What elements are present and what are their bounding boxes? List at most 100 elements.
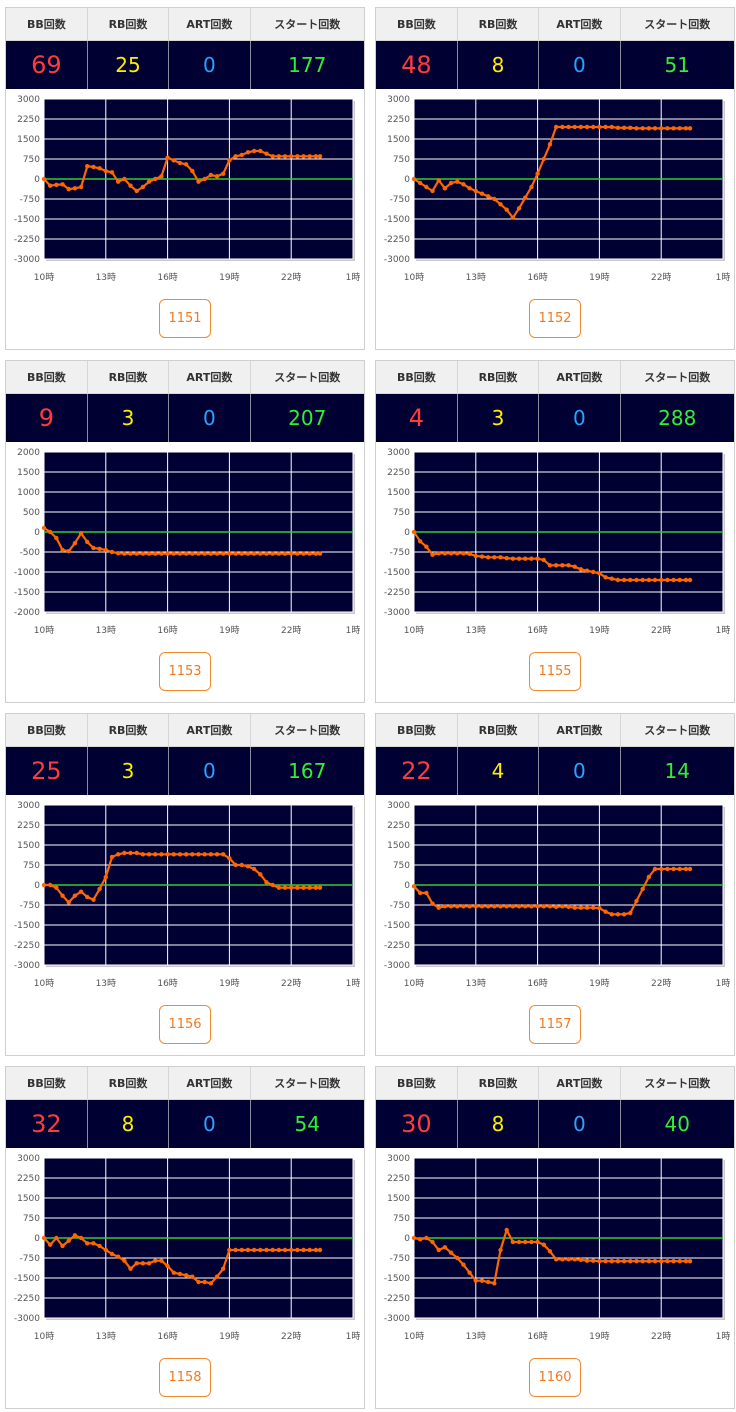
data-point: [177, 852, 183, 857]
machine-number-button[interactable]: 1156: [159, 1005, 211, 1044]
data-point: [295, 154, 300, 159]
data-point: [109, 1251, 115, 1257]
machine-number-button[interactable]: 1157: [529, 1005, 581, 1044]
rb-count: 8: [457, 40, 540, 89]
x-tick-label: 10時: [34, 272, 54, 283]
data-point: [498, 555, 503, 560]
data-point: [146, 551, 152, 556]
x-tick-label: 16時: [527, 625, 547, 636]
art-header: ART回数: [168, 1067, 251, 1100]
data-point: [165, 155, 170, 160]
data-point: [233, 551, 238, 556]
data-point: [54, 535, 59, 541]
data-point: [683, 577, 689, 583]
chart-svg: 3000 2250 1500 750 0 -750 -1500 -2250 -3000 10時 13…: [14, 1154, 361, 1342]
bb-count: 22: [376, 746, 458, 795]
data-point: [208, 551, 214, 556]
data-point: [134, 850, 139, 856]
data-point: [529, 904, 534, 909]
data-point: [214, 551, 220, 556]
data-point: [103, 547, 109, 553]
data-point: [541, 557, 546, 563]
data-point: [289, 885, 294, 890]
data-point: [671, 126, 676, 131]
data-point: [516, 556, 522, 561]
data-point: [504, 207, 509, 212]
machine-number-button[interactable]: 1155: [529, 652, 581, 691]
data-point: [159, 852, 164, 857]
machine-number-button[interactable]: 1151: [159, 299, 211, 338]
data-point: [171, 158, 176, 163]
x-tick-label: 19時: [219, 272, 239, 283]
data-point: [221, 852, 226, 857]
data-point: [523, 556, 528, 561]
data-point: [115, 852, 121, 857]
data-point: [510, 556, 516, 561]
data-point: [535, 904, 540, 909]
data-point: [97, 546, 102, 551]
y-tick-label: -3000: [384, 961, 410, 971]
bb-header: BB回数: [376, 1067, 458, 1100]
data-point: [541, 156, 546, 162]
data-point: [103, 168, 109, 174]
data-point: [313, 1247, 319, 1253]
data-point: [492, 904, 497, 909]
data-point: [282, 154, 288, 159]
data-point: [227, 1247, 232, 1253]
y-tick-label: 0: [34, 1234, 40, 1244]
data-point: [122, 1258, 127, 1263]
x-tick-label: 13時: [466, 272, 486, 283]
machine-number-button[interactable]: 1158: [159, 1358, 211, 1397]
data-point: [640, 886, 645, 892]
y-tick-label: 1500: [17, 468, 40, 478]
machine-number-button[interactable]: 1153: [159, 652, 211, 691]
y-tick-label: -750: [390, 1254, 411, 1264]
data-point: [134, 188, 139, 194]
data-point: [417, 1237, 423, 1242]
rb-count: 3: [457, 393, 540, 442]
data-point: [270, 882, 275, 888]
data-point: [245, 551, 251, 556]
data-point: [233, 154, 238, 159]
bb-header: BB回数: [376, 8, 458, 41]
start-header: スタート回数: [620, 8, 734, 41]
stats-table: BB回数 RB回数 ART回数 スタート回数 32 8 0 54: [6, 1067, 364, 1148]
data-point: [541, 904, 546, 909]
machine-card-1153: BB回数 RB回数 ART回数 スタート回数 9 3 0 207 2000 150…: [5, 360, 365, 703]
data-point: [60, 1243, 65, 1249]
data-point: [640, 577, 645, 583]
data-point: [177, 1271, 183, 1277]
machine-card-1158: BB回数 RB回数 ART回数 スタート回数 32 8 0 54 3000 225…: [5, 1066, 365, 1409]
data-point: [239, 152, 244, 158]
series-line: [43, 149, 320, 193]
data-point: [687, 1259, 693, 1264]
data-point: [504, 555, 509, 561]
machine-number-button[interactable]: 1152: [529, 299, 581, 338]
data-point: [159, 551, 164, 556]
y-tick-label: -3000: [14, 961, 40, 971]
x-tick-label: 1時: [346, 978, 361, 989]
machine-number-button[interactable]: 1160: [529, 1358, 581, 1397]
y-tick-label: 1500: [387, 135, 410, 145]
art-header: ART回数: [538, 361, 621, 394]
stats-table: BB回数 RB回数 ART回数 スタート回数 4 3 0 288: [376, 361, 734, 442]
x-tick-label: 22時: [651, 272, 671, 283]
x-tick-label: 16時: [157, 272, 177, 283]
data-point: [307, 154, 312, 159]
data-point: [498, 1247, 503, 1253]
data-point: [566, 124, 571, 130]
data-point: [628, 910, 633, 916]
data-point: [159, 174, 164, 179]
y-tick-label: -1500: [384, 568, 410, 578]
rb-header: RB回数: [457, 1067, 540, 1100]
y-tick-label: 2250: [387, 115, 410, 125]
y-tick-label: 3000: [387, 1154, 410, 1164]
art-header: ART回数: [538, 8, 621, 41]
data-point: [584, 1258, 590, 1263]
data-point: [621, 912, 627, 917]
data-point: [91, 897, 96, 902]
y-tick-label: 750: [393, 155, 410, 165]
data-point: [251, 148, 257, 154]
x-tick-label: 1時: [716, 625, 731, 636]
data-point: [72, 1233, 78, 1238]
